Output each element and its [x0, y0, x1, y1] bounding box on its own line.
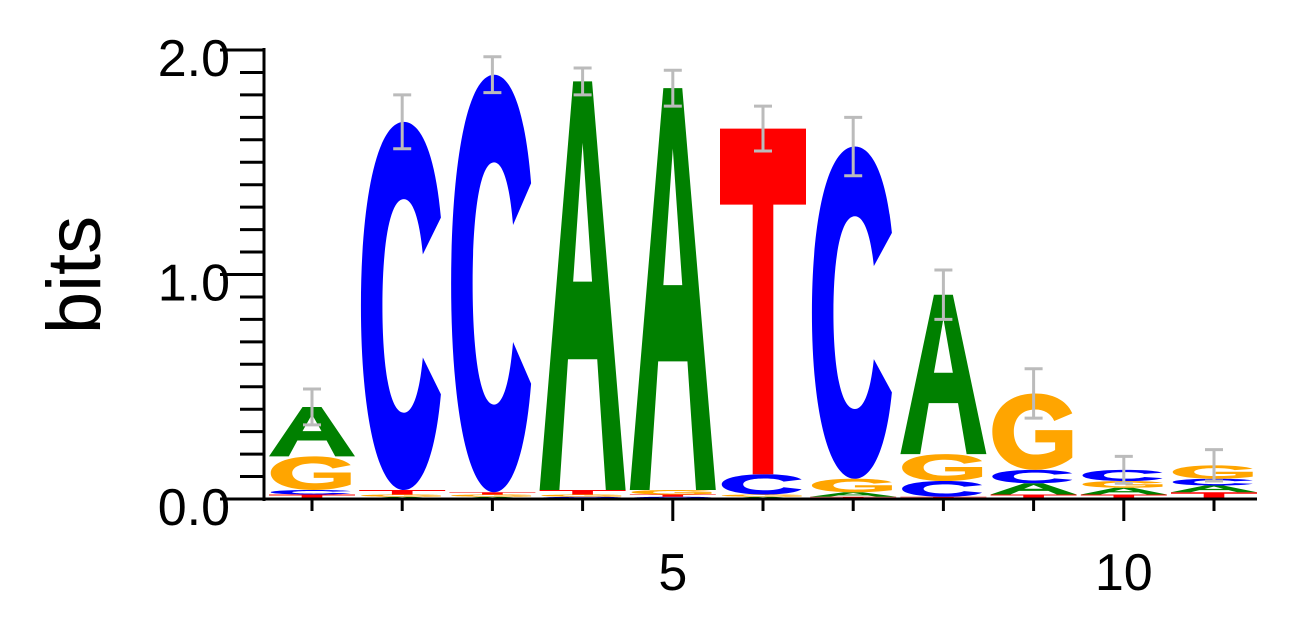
letter-G-pos6: [721, 494, 802, 497]
letter-T-pos10: [1080, 494, 1167, 499]
letter-C-pos3: [451, 74, 532, 493]
letter-G-pos9: [992, 393, 1073, 470]
letter-C-pos6: [721, 474, 802, 495]
letter-G-pos3: [451, 494, 532, 497]
error-bar-pos8: [934, 268, 953, 321]
error-bar-pos5: [663, 68, 682, 108]
error-bar-pos7: [844, 115, 863, 178]
letter-T-pos4: [539, 490, 626, 495]
letter-G-pos7: [811, 478, 892, 493]
letter-G-pos11: [1172, 465, 1253, 479]
letter-C-pos7: [811, 146, 892, 479]
letter-T-pos5: [629, 494, 716, 497]
letter-G-pos8: [902, 454, 983, 482]
letter-G-pos10: [1082, 481, 1163, 488]
letter-T-pos6: [720, 128, 806, 475]
y-tick-label: 2.0: [158, 30, 230, 88]
letter-A-pos10: [1080, 487, 1167, 495]
letter-T-pos3: [449, 492, 536, 495]
letter-T-pos1: [269, 494, 355, 499]
letter-T-pos2: [359, 490, 446, 495]
y-tick-label: 1.0: [158, 255, 230, 313]
letter-T-pos11: [1171, 492, 1257, 499]
letter-A-pos8: [900, 294, 987, 455]
letter-C-pos11: [1172, 478, 1253, 486]
x-tick-label: 5: [658, 544, 687, 602]
letter-T-pos9: [990, 494, 1077, 499]
letter-A-pos5: [629, 88, 716, 491]
error-bar-pos11: [1205, 448, 1223, 483]
y-axis-label: bits: [32, 216, 117, 334]
logo-letters: [269, 74, 1257, 499]
letter-A-pos7: [810, 492, 897, 497]
error-bar-pos1: [303, 387, 321, 427]
error-bar-pos3: [483, 55, 502, 95]
letter-C-pos9: [992, 469, 1073, 484]
error-bar-pos4: [573, 66, 592, 97]
letter-A-pos9: [990, 483, 1077, 495]
letter-G-pos1: [270, 456, 351, 491]
letter-G-pos4: [541, 494, 622, 497]
error-bar-pos10: [1114, 454, 1133, 485]
error-bar-pos2: [393, 93, 412, 151]
letter-G-pos2: [360, 494, 441, 497]
y-tick-label: 0.0: [158, 479, 230, 537]
letter-C-pos2: [360, 121, 441, 491]
letter-A-pos11: [1171, 485, 1257, 493]
error-bar-pos9: [1024, 367, 1043, 420]
axes: 0.0 1.0 2.0 5 10: [158, 30, 1257, 602]
error-bar-pos6: [754, 104, 772, 153]
letter-C-pos10: [1082, 469, 1163, 482]
letter-G-pos5: [631, 490, 712, 495]
letter-A-pos4: [539, 81, 626, 491]
x-tick-label: 10: [1095, 544, 1153, 602]
error-bars: [303, 55, 1223, 485]
letter-A-pos1: [269, 406, 355, 457]
letter-C-pos8: [902, 481, 983, 497]
letter-C-pos1: [270, 490, 351, 495]
